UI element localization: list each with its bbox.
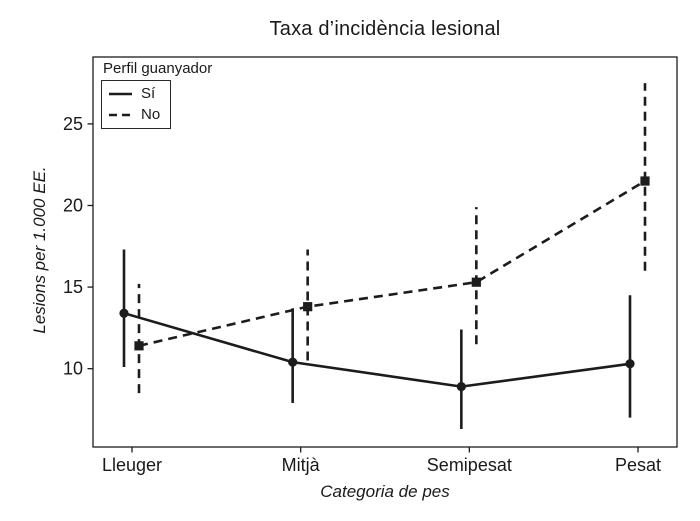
legend-title: Perfil guanyador	[103, 60, 213, 77]
y-tick-label: 15	[63, 277, 83, 297]
y-tick-label: 20	[63, 195, 83, 215]
marker-square	[640, 176, 650, 186]
legend-item-no: No	[108, 106, 160, 123]
x-tick-label: Pesat	[615, 455, 661, 475]
x-tick-label: Mitjà	[282, 455, 321, 475]
marker-square	[134, 341, 144, 351]
legend: Perfil guanyador Sí No	[101, 60, 212, 129]
series-line-no	[138, 179, 646, 348]
y-tick-label: 25	[63, 114, 83, 134]
x-axis-label: Categoria de pes	[320, 482, 450, 501]
marker-circle	[119, 308, 129, 318]
marker-circle	[456, 382, 466, 392]
marker-square	[471, 277, 481, 287]
marker-circle	[288, 357, 298, 367]
x-tick-label: Lleuger	[102, 455, 162, 475]
y-tick-label: 10	[63, 359, 83, 379]
x-tick-label: Semipesat	[427, 455, 512, 475]
legend-item-si: Sí	[108, 85, 160, 102]
chart-title: Taxa d’incidència lesional	[269, 18, 501, 40]
plot-frame	[92, 56, 678, 448]
legend-label-si: Sí	[141, 85, 156, 102]
series-line-sí	[123, 311, 631, 388]
marker-circle	[625, 359, 635, 369]
legend-label-no: No	[141, 106, 161, 123]
legend-box: Sí No	[101, 80, 172, 129]
solid-line-sample-icon	[109, 92, 132, 95]
marker-square	[303, 302, 313, 312]
dashed-line-sample-icon	[109, 113, 132, 116]
